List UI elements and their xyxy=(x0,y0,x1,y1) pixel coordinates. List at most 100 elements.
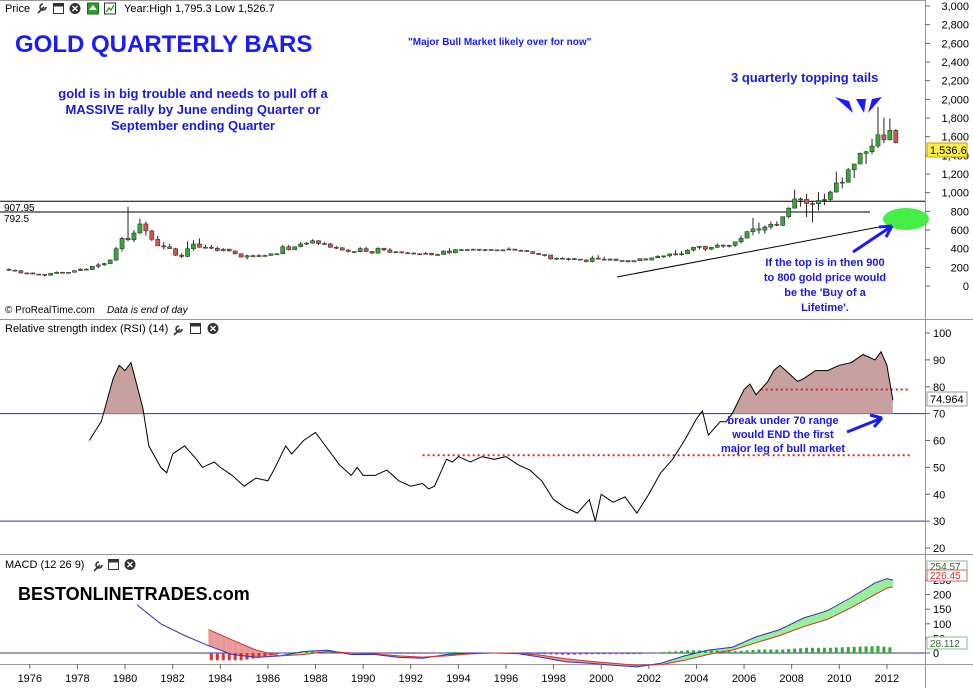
macd-histogram-bar xyxy=(572,653,576,655)
price-tick-label: 2,600 xyxy=(941,38,969,50)
rsi-last-box xyxy=(926,391,968,407)
candle-body xyxy=(851,163,857,171)
candle-body xyxy=(893,130,899,143)
candle-body xyxy=(387,249,393,253)
candle-body xyxy=(822,199,827,201)
candle-body xyxy=(167,246,173,249)
candle-body xyxy=(530,251,536,254)
rsi-close-icon[interactable] xyxy=(207,323,219,334)
candle-body xyxy=(137,223,143,234)
candle-body xyxy=(149,230,155,240)
macd-histogram-bar xyxy=(561,653,565,655)
macd-histogram-bar xyxy=(614,653,618,655)
candle-body xyxy=(780,216,786,226)
tail-arrow-3 xyxy=(868,97,882,113)
macd-histogram-bar xyxy=(822,647,826,653)
candle-body xyxy=(250,255,256,257)
macd-histogram-bar xyxy=(697,650,701,653)
price-tick-label: 800 xyxy=(951,206,969,218)
macd-histogram-bar xyxy=(691,650,695,653)
candle-body xyxy=(214,247,220,251)
candle-body xyxy=(125,237,131,241)
price-tick-label: 1,800 xyxy=(941,113,969,125)
candle-body xyxy=(613,258,619,261)
price-tick-label: 3,000 xyxy=(941,1,969,13)
macd-fill-segment xyxy=(869,582,876,598)
macd-histogram-bar xyxy=(549,653,553,655)
chart-icon[interactable] xyxy=(104,2,116,15)
rsi-wrench-icon[interactable] xyxy=(173,325,183,336)
buy-line-2: to 800 gold price would xyxy=(764,272,886,284)
candle-body xyxy=(643,258,649,261)
candle-body xyxy=(84,268,89,271)
macd-fill-segment xyxy=(779,626,786,636)
macd-histogram-bar xyxy=(888,647,892,653)
arrow-up-icon[interactable] xyxy=(87,2,99,15)
level-upper-label: 907.95 xyxy=(4,203,35,214)
x-tick-label: 1990 xyxy=(351,673,375,685)
macd-tick-label: 100 xyxy=(933,619,951,631)
x-tick-label: 1978 xyxy=(65,673,89,685)
candle-body xyxy=(441,250,446,255)
candle-body xyxy=(238,253,244,258)
rsi-annotation-line-3: major leg of bull market xyxy=(721,443,845,455)
candle-body xyxy=(554,257,559,260)
candle-body xyxy=(60,271,65,274)
candle-body xyxy=(857,153,863,165)
macd-fill-segment xyxy=(226,637,233,655)
candle-body xyxy=(506,248,512,251)
macd-histogram-bar xyxy=(400,653,404,654)
candle-body xyxy=(18,270,24,274)
rsi-tick-label: 40 xyxy=(933,489,945,501)
macd-hist-box xyxy=(926,636,968,650)
buy-line-4: Lifetime'. xyxy=(801,302,849,314)
candle-body xyxy=(435,254,440,256)
macd-histogram-bar xyxy=(781,649,785,653)
macd-histogram-bar xyxy=(674,651,678,653)
macd-histogram-bar xyxy=(430,653,434,654)
macd-histogram-bar xyxy=(745,650,749,653)
macd-histogram-bar xyxy=(775,649,779,653)
macd-histogram-bar xyxy=(209,653,213,661)
last-price-box xyxy=(926,142,968,158)
macd-panel-label: MACD (12 26 9) xyxy=(5,559,84,571)
candle-body xyxy=(423,253,428,255)
candle-body xyxy=(572,258,577,260)
rsi-tick-label: 20 xyxy=(933,543,945,555)
macd-histogram-bar xyxy=(739,650,743,653)
rsi-arrow xyxy=(846,413,884,434)
candle-body xyxy=(637,258,643,261)
rsi-y-axis: 100 90 80 70 60 50 40 30 20 xyxy=(925,328,951,555)
x-tick-label: 2000 xyxy=(589,673,613,685)
candle-body xyxy=(708,247,714,250)
macd-window-icon[interactable] xyxy=(108,559,119,570)
macd-histogram-bar xyxy=(602,653,606,655)
macd-close-icon[interactable] xyxy=(124,559,136,570)
macd-panel-header: MACD (12 26 9) xyxy=(5,559,136,572)
candle-body xyxy=(798,198,803,201)
macd-histogram-bar xyxy=(769,649,773,653)
rsi-tick-label: 90 xyxy=(933,355,945,367)
candle-body xyxy=(334,247,339,249)
candle-body xyxy=(119,237,125,249)
rsi-last-label: 74.964 xyxy=(930,394,964,406)
candle-body xyxy=(405,252,411,255)
window-icon[interactable] xyxy=(53,3,64,14)
macd-signal-line xyxy=(208,586,894,666)
macd-fill-segment xyxy=(851,593,858,608)
price-panel-header: Price Year:High 1,795.3 Low 1,526.7 xyxy=(5,2,275,15)
macd-fill-segment xyxy=(803,616,810,627)
rsi-window-icon[interactable] xyxy=(190,323,201,334)
candle-body xyxy=(625,260,631,263)
close-icon[interactable] xyxy=(69,3,81,14)
price-tick-label: 0 xyxy=(963,281,969,293)
macd-histogram-bar xyxy=(727,651,731,653)
macd-line2-box xyxy=(926,569,968,582)
candle-body xyxy=(220,248,226,251)
macd-wrench-icon[interactable] xyxy=(93,561,103,572)
wrench-icon[interactable] xyxy=(35,2,48,15)
candle-body xyxy=(792,198,797,209)
x-tick-label: 1992 xyxy=(398,673,422,685)
level-lower-label: 792.5 xyxy=(4,214,29,225)
